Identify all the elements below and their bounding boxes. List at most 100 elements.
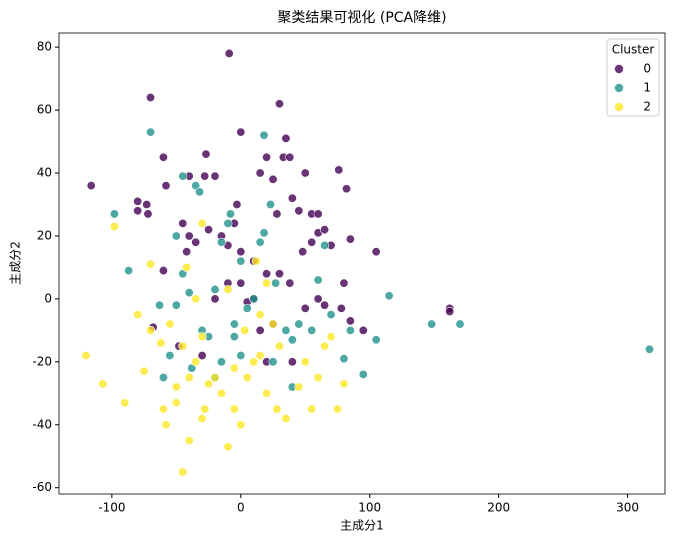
legend: Cluster 0 1 2 — [606, 38, 660, 117]
y-tick-label: -60 — [32, 480, 52, 494]
y-tick-label: 0 — [44, 291, 52, 305]
data-point — [171, 398, 181, 408]
data-point — [200, 404, 210, 414]
data-point — [251, 256, 261, 266]
data-point — [171, 382, 181, 392]
data-point — [197, 332, 207, 342]
data-point — [81, 351, 91, 361]
data-point — [307, 325, 317, 335]
data-point — [320, 341, 330, 351]
data-point — [204, 379, 214, 389]
data-point — [445, 306, 455, 316]
data-point — [224, 48, 234, 58]
legend-marker — [614, 83, 624, 93]
data-point — [161, 181, 171, 191]
data-point — [294, 382, 304, 392]
data-point — [271, 278, 281, 288]
data-point — [294, 206, 304, 216]
data-point — [345, 325, 355, 335]
data-point — [255, 237, 265, 247]
data-point — [171, 300, 181, 310]
y-tick-label: 60 — [37, 103, 52, 117]
data-point — [313, 373, 323, 383]
legend-marker — [614, 64, 624, 74]
y-tick-label: -20 — [32, 354, 52, 368]
data-point — [133, 206, 143, 216]
data-point — [255, 310, 265, 320]
data-point — [294, 319, 304, 329]
data-point — [158, 404, 168, 414]
data-point — [320, 240, 330, 250]
data-point — [371, 335, 381, 345]
x-tick-label: 300 — [616, 501, 639, 515]
data-point — [268, 357, 278, 367]
data-point — [98, 379, 108, 389]
data-point — [184, 231, 194, 241]
data-point — [236, 278, 246, 288]
data-point — [285, 278, 295, 288]
x-tick-label: 0 — [237, 501, 245, 515]
data-point — [242, 303, 252, 313]
data-point — [146, 93, 156, 103]
data-point — [313, 209, 323, 219]
data-point — [124, 266, 134, 276]
data-point — [298, 247, 308, 257]
data-point — [216, 237, 226, 247]
legend-label: 2 — [643, 100, 651, 114]
data-point — [178, 467, 188, 477]
legend-box — [606, 38, 660, 117]
data-point — [285, 152, 295, 162]
data-point — [178, 341, 188, 351]
y-tick-label: 40 — [37, 166, 52, 180]
data-point — [197, 351, 207, 361]
y-axis-label: 主成分2 — [9, 241, 23, 285]
chart-title: 聚类结果可视化 (PCA降维) — [277, 10, 446, 26]
data-point — [216, 357, 226, 367]
data-point — [300, 303, 310, 313]
data-point — [191, 294, 201, 304]
data-point — [171, 231, 181, 241]
data-point — [259, 228, 269, 238]
data-point — [146, 127, 156, 137]
data-point — [229, 319, 239, 329]
data-point — [191, 357, 201, 367]
data-point — [384, 291, 394, 301]
data-point — [281, 325, 291, 335]
data-point — [339, 379, 349, 389]
data-point — [274, 99, 284, 109]
data-point — [345, 234, 355, 244]
data-point — [133, 310, 143, 320]
data-point — [326, 332, 336, 342]
data-point — [158, 373, 168, 383]
legend-marker — [614, 102, 624, 112]
data-point — [184, 436, 194, 446]
data-point — [155, 300, 165, 310]
data-point — [262, 269, 272, 279]
data-point — [216, 388, 226, 398]
data-point — [210, 284, 220, 294]
data-point — [281, 133, 291, 143]
data-point — [345, 316, 355, 326]
data-point — [236, 256, 246, 266]
data-point — [259, 130, 269, 140]
data-point — [455, 319, 465, 329]
data-point — [307, 237, 317, 247]
data-point — [210, 373, 220, 383]
data-point — [146, 259, 156, 269]
data-point — [210, 294, 220, 304]
data-point — [339, 278, 349, 288]
x-axis-label: 主成分1 — [340, 519, 384, 533]
data-point — [268, 174, 278, 184]
data-point — [287, 357, 297, 367]
data-point — [158, 152, 168, 162]
data-point — [158, 266, 168, 276]
data-point — [427, 319, 437, 329]
data-point — [240, 325, 250, 335]
legend-title: Cluster — [612, 43, 655, 57]
plot-area — [58, 32, 666, 495]
data-point — [358, 325, 368, 335]
data-point — [200, 171, 210, 181]
data-point — [313, 294, 323, 304]
data-point — [229, 404, 239, 414]
data-point — [334, 165, 344, 175]
